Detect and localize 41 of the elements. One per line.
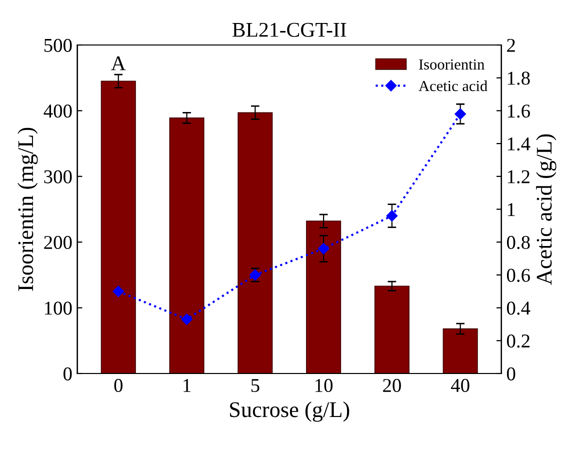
point [386, 210, 398, 222]
x-tick-label: 5 [251, 379, 260, 392]
x-tick-label: 1 [184, 379, 190, 392]
y2-tick-label: 1.2 [508, 170, 530, 184]
chart-title: BL21-CGT-II [232, 22, 346, 37]
bar [238, 112, 273, 374]
y2-tick-label: 0.8 [506, 236, 530, 250]
y-tick-label: 500 [44, 38, 72, 52]
x-tick-label: 0 [114, 378, 123, 392]
y2-tick-label: 1.8 [508, 72, 530, 85]
y-tick-label: 100 [45, 302, 72, 315]
bar [169, 118, 204, 374]
y2-tick-label: 0 [506, 367, 516, 380]
point [181, 314, 192, 325]
y2-tick-label: 0.6 [506, 268, 530, 282]
legend-label: Acetic acid [418, 80, 488, 92]
bar [306, 220, 342, 374]
y-tick-label: 200 [44, 236, 72, 250]
bar [442, 328, 478, 374]
point [454, 108, 466, 120]
y-axis-title: Isoorientin (mg/L) [18, 128, 38, 291]
legend-label: Isoorientin [419, 59, 484, 70]
x-tick-label: 10 [316, 378, 333, 392]
y2-tick-label: 1.4 [508, 137, 530, 151]
x-tick-label: 20 [383, 378, 401, 392]
annotation: A [111, 56, 126, 70]
x-axis-title: Sucrose (g/L) [230, 402, 350, 422]
y2-tick-label: 2 [507, 38, 515, 52]
y2-tick-label: 1 [508, 203, 515, 216]
y-tick-label: 300 [44, 170, 72, 184]
x-tick-label: 40 [451, 378, 470, 392]
y2-tick-label: 0.2 [506, 334, 530, 348]
y2-axis-title: Acetic acid (g/L) [536, 134, 556, 285]
bar [374, 286, 410, 374]
y2-tick-label: 0.4 [506, 302, 530, 315]
y-tick-label: 0 [64, 367, 72, 380]
y2-tick-label: 1.6 [508, 104, 530, 118]
point [318, 243, 330, 254]
bar [100, 80, 136, 374]
point [112, 286, 124, 297]
y-tick-label: 400 [44, 104, 72, 118]
